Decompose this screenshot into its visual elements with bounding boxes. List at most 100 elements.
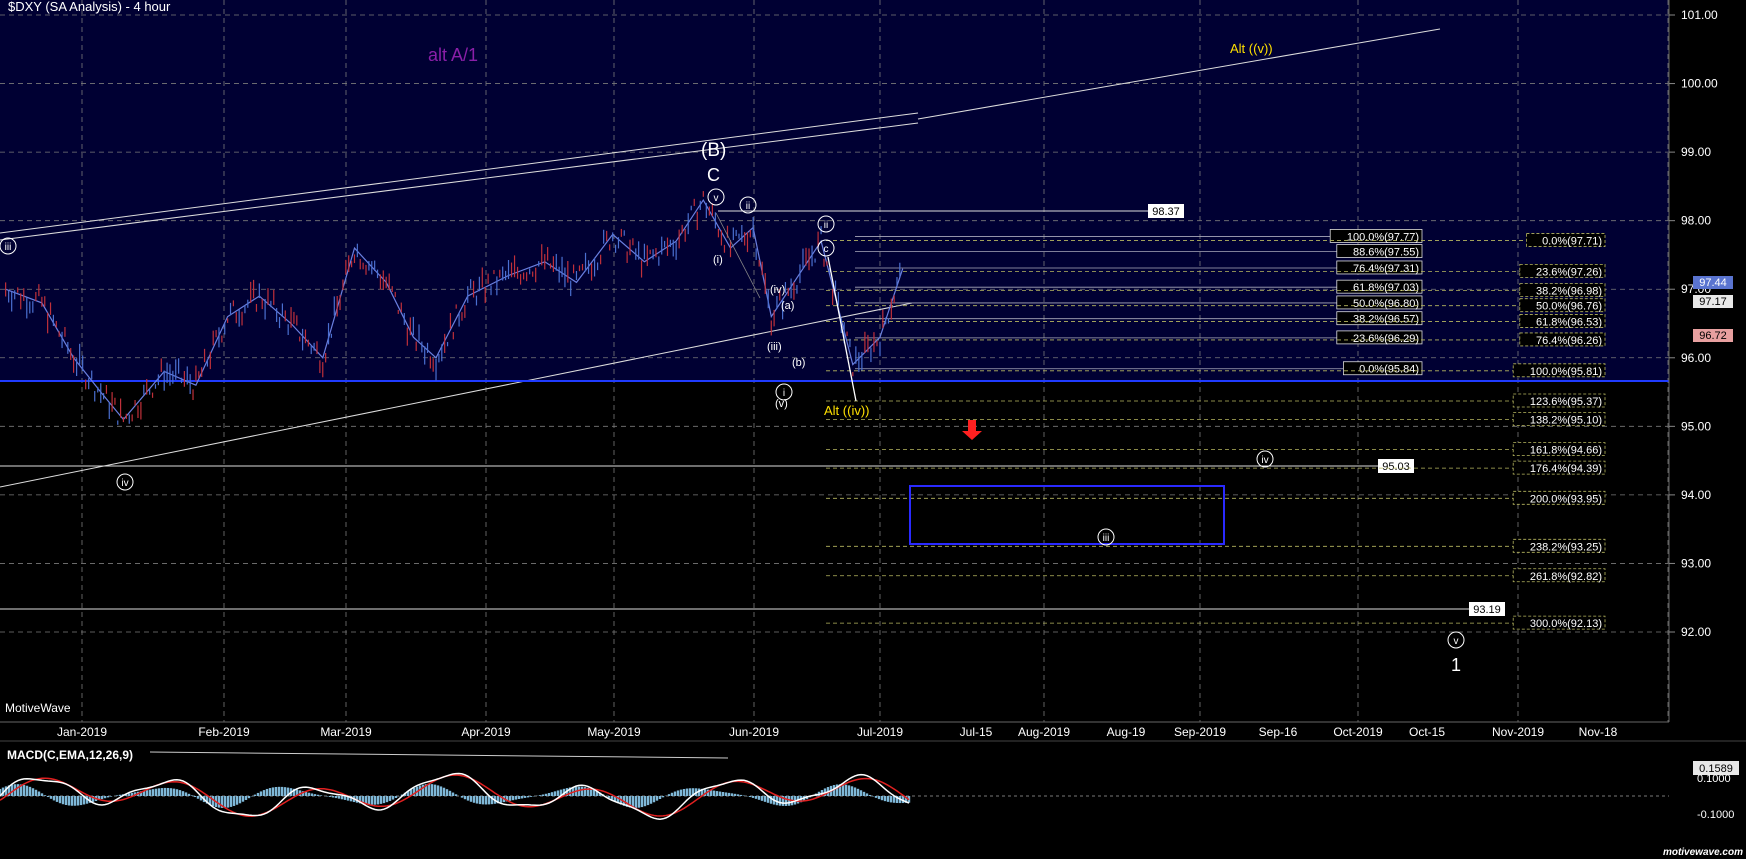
time-tick-label-2: Mar-2019: [320, 725, 372, 739]
current-price-badge: 97.44: [1699, 277, 1727, 289]
macd-label: MACD(C,EMA,12,26,9): [7, 748, 133, 762]
fib-right-label-2: 38.2%(96.98): [1536, 286, 1602, 298]
price-badges: 97.44 97.17 96.72: [1693, 276, 1733, 342]
fib-extension-right: 0.0%(97.71) 23.6%(97.26) 38.2%(96.98) 50.0%…: [826, 233, 1606, 630]
channel-upper-extension: [917, 28, 1441, 120]
fib-left-label-6: 23.6%(96.29): [1353, 333, 1419, 345]
time-tick-label-13: Oct-15: [1409, 725, 1445, 739]
brand-label: MotiveWave: [5, 701, 71, 715]
fib-left-box-0: [1329, 229, 1423, 243]
alt-a1-label: alt A/1: [428, 45, 478, 65]
fib-right-label-12: 238.2%(93.25): [1530, 541, 1602, 553]
fib-right-box-3: [1519, 298, 1606, 313]
fib-left-box-3: [1336, 279, 1423, 294]
wave-iv-small: (iv): [770, 284, 785, 296]
price-axis: 101.00100.0099.0098.0097.0096.0095.0094.…: [1669, 8, 1718, 639]
fib-right-box-12: [1512, 538, 1606, 553]
macd-value-badge: 0.1589: [1699, 763, 1733, 775]
down-arrow-icon: [962, 420, 982, 440]
wave-circle-circ_ii_right: [817, 215, 835, 233]
macd-divergence-line: [149, 751, 729, 759]
fib-right-box-11: [1512, 490, 1606, 505]
wave-circle-circ_iv_right: [1256, 450, 1274, 468]
channel-upper-line: [0, 112, 919, 234]
fib-right-box-10: [1512, 460, 1606, 475]
macd-tick-1: 0.1000: [1697, 773, 1731, 785]
channel-lower-line: [0, 302, 913, 488]
price-bars: [5, 191, 901, 425]
level-badge-bg-l2: [1378, 459, 1414, 473]
wave-circle-label-circ_c: c: [824, 244, 829, 255]
time-tick-label-15: Nov-18: [1579, 725, 1618, 739]
fib-right-box-5: [1519, 332, 1606, 347]
fib-right-label-14: 300.0%(92.13): [1530, 618, 1602, 630]
fib-left-label-2: 76.4%(97.31): [1353, 263, 1419, 275]
wave-circle-circ_v_bottom: [1447, 631, 1465, 649]
macd-histogram: [0, 784, 911, 808]
alt-iv-label: Alt ((iv)): [824, 403, 870, 418]
macd-line: [0, 772, 910, 820]
time-tick-label-4: May-2019: [587, 725, 641, 739]
fib-right-label-9: 161.8%(94.66): [1530, 445, 1602, 457]
wave-circle-circ_i: [775, 383, 793, 401]
wave-circle-label-circ_iv_left: iv: [121, 478, 128, 489]
impulse-line: [827, 256, 857, 402]
price-tick-label-0: 101.00: [1681, 8, 1718, 22]
wave-b-label: (B): [701, 140, 726, 161]
wave-circle-label-circ_ii_top: ii: [746, 201, 750, 212]
fib-right-label-1: 23.6%(97.26): [1536, 266, 1602, 278]
macd-tick-2: -0.1000: [1697, 809, 1734, 821]
wave-circle-label-circ_iii_box: iii: [1103, 533, 1110, 544]
wave-circle-label-circ_i: i: [783, 388, 785, 399]
wave-circle-label-circ_v_top: v: [714, 193, 719, 204]
wave-i-small: (i): [713, 254, 723, 266]
time-tick-label-0: Jan-2019: [57, 725, 107, 739]
wave-circle-circ_v_top: [707, 188, 725, 206]
fib-left-box-7: [1343, 361, 1423, 376]
fib-right-box-2: [1519, 283, 1606, 297]
fib-right-label-10: 176.4%(94.39): [1530, 463, 1602, 475]
price-badge-2: 97.17: [1699, 296, 1727, 308]
fib-left-box-2: [1336, 260, 1423, 275]
time-tick-label-5: Jun-2019: [729, 725, 779, 739]
fib-right-box-4: [1519, 314, 1606, 328]
fib-right-label-5: 76.4%(96.26): [1536, 335, 1602, 347]
watermark: motivewave.com: [1663, 847, 1743, 858]
wave-a-small: (a): [781, 300, 794, 312]
time-tick-label-8: Aug-2019: [1018, 725, 1070, 739]
time-tick-label-1: Feb-2019: [198, 725, 250, 739]
wave-path-line: [715, 212, 761, 299]
time-tick-label-9: Aug-19: [1107, 725, 1146, 739]
fib-right-label-11: 200.0%(93.95): [1530, 493, 1602, 505]
fib-left-label-5: 38.2%(96.57): [1353, 314, 1419, 326]
fib-left-label-0: 100.0%(97.77): [1347, 231, 1419, 243]
grid-lines: [0, 0, 1669, 722]
fib-right-box-1: [1519, 263, 1606, 278]
wave-circle-circ_iii_left: [0, 237, 17, 255]
chart-title: $DXY (SA Analysis) - 4 hour: [8, 0, 171, 14]
wave-circle-circ_iii_box: [1097, 528, 1115, 546]
price-tick-label-2: 99.00: [1681, 145, 1711, 159]
fib-left-label-7: 0.0%(95.84): [1359, 364, 1419, 376]
time-tick-label-3: Apr-2019: [461, 725, 511, 739]
time-tick-label-11: Sep-16: [1259, 725, 1298, 739]
time-tick-label-12: Oct-2019: [1333, 725, 1383, 739]
price-tick-label-8: 93.00: [1681, 556, 1711, 570]
time-tick-label-10: Sep-2019: [1174, 725, 1226, 739]
wave-c-label: C: [707, 165, 720, 185]
fib-left-label-4: 50.0%(96.80): [1353, 298, 1419, 310]
fib-left-label-3: 61.8%(97.03): [1353, 282, 1419, 294]
wave-circle-label-circ_v_bottom: v: [1454, 636, 1459, 647]
fib-right-box-7: [1512, 393, 1606, 408]
fib-right-box-0: [1526, 233, 1606, 247]
price-tick-label-6: 95.00: [1681, 419, 1711, 433]
wave-circle-circ_iv_left: [116, 473, 134, 491]
fib-left-box-6: [1336, 330, 1423, 345]
fib-right-box-8: [1512, 412, 1606, 426]
level-badge-l3: 93.19: [1473, 604, 1501, 616]
time-tick-label-7: Jul-15: [960, 725, 993, 739]
level-badge-l1: 98.37: [1152, 206, 1180, 218]
